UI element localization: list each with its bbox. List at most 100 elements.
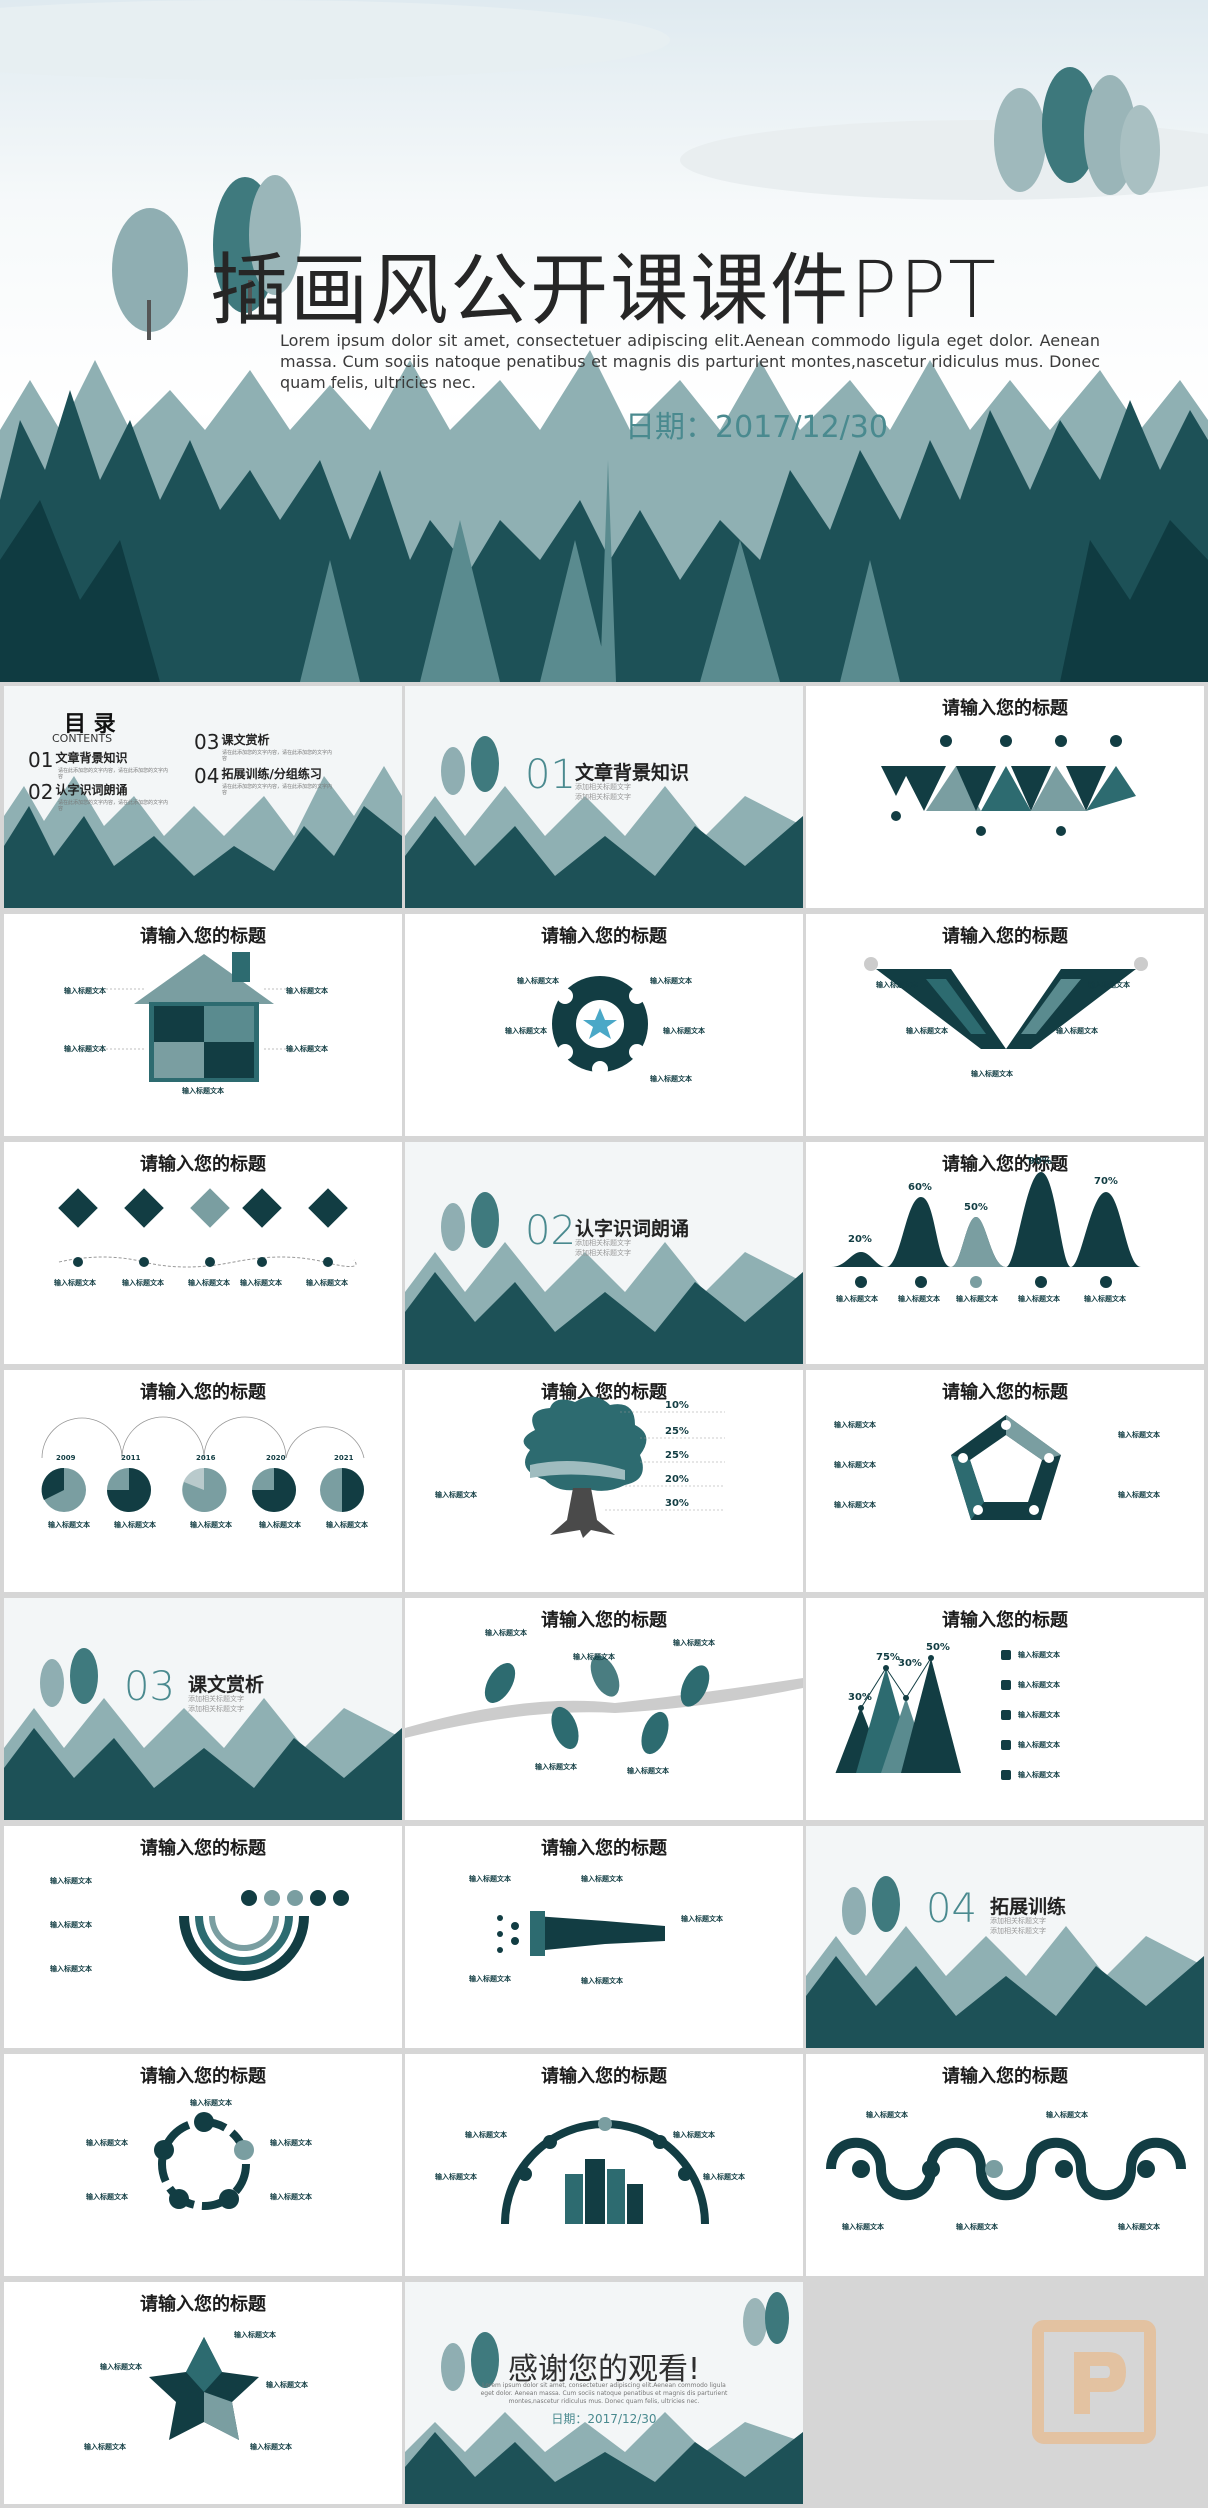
year-label: 2009 [56, 1454, 76, 1462]
label: 输入标题文本 [122, 1279, 164, 1287]
slide-thumb-house[interactable]: 请输入您的标题 输入标题文本 输入标题文本 输入标题文本 输入标题文本 输入标题… [4, 914, 402, 1136]
snake-timeline [826, 2137, 1186, 2201]
slide-thumb-gear[interactable]: 请输入您的标题 输入标题文本 输入标题文本 输入标题文本 输入标题文本 输入标题… [405, 914, 803, 1136]
slide-thumb-section-04[interactable]: 04 拓展训练 添加相关标题文字 添加相关标题文字 [806, 1826, 1204, 2048]
diamond-steps-diagram [58, 1188, 357, 1268]
forest-illustration [405, 2282, 803, 2504]
slide-thumb-mountains[interactable]: 请输入您的标题 30% 75% 30% 50% 输入标题文本 输入标题文本 输入… [806, 1598, 1204, 1820]
slide-thumb-snake[interactable]: 请输入您的标题 输入标题文本 输入标题文本 输入标题文本 输入标题文本 输入标题… [806, 2054, 1204, 2276]
label: 输入标题文本 [971, 1070, 1013, 1078]
label: 输入标题文本 [1018, 1771, 1060, 1779]
slide-thumb-diamonds[interactable]: 请输入您的标题 输入标题文本 输入标题文本 输入标题文本 输入标题文本 输入标题… [4, 1142, 402, 1364]
slide-title: 请输入您的标题 [942, 1382, 1068, 1403]
toc-item-04[interactable]: 04 拓展训练/分组练习 [194, 764, 322, 788]
slide-thumb-telescope[interactable]: 请输入您的标题 输入标题文本 输入标题文本 输入标题文本 输入标题文本 输入标题… [405, 1826, 803, 2048]
label: 输入标题文本 [842, 2223, 884, 2231]
year-label: 2011 [121, 1454, 141, 1462]
slide-thumb-pentagon[interactable]: 请输入您的标题 输入标题文本 输入标题文本 输入标题文本 输入标题文本 输入标题… [806, 1370, 1204, 1592]
tree-percent: 30% [665, 1498, 689, 1509]
slide-title: 请输入您的标题 [541, 1610, 667, 1631]
slide-title: 请输入您的标题 [942, 698, 1068, 719]
thanks-date: 日期：2017/12/30 [551, 2412, 657, 2426]
slide-thumb-section-03[interactable]: 03 课文赏析 添加相关标题文字 添加相关标题文字 [4, 1598, 402, 1820]
toc-item-03[interactable]: 03 课文赏析 [194, 730, 270, 754]
label: 输入标题文本 [469, 1975, 511, 1983]
forest-illustration [4, 686, 402, 908]
label: 输入标题文本 [1018, 1741, 1060, 1749]
label: 输入标题文本 [673, 2131, 715, 2139]
label: 输入标题文本 [50, 1921, 92, 1929]
label: 输入标题文本 [834, 1461, 876, 1469]
label: 输入标题文本 [1018, 1681, 1060, 1689]
slide-thumb-wave-chart[interactable]: 请输入您的标题 20% 60% 50% 90% 70% 输入标题文本 输入标题文… [806, 1142, 1204, 1364]
slide-thumb-thanks[interactable]: 感谢您的观看! Lorem ipsum dolor sit amet, cons… [405, 2282, 803, 2504]
label: 输入标题文本 [306, 1279, 348, 1287]
label: 输入标题文本 [266, 2381, 308, 2389]
wave-value: 70% [1094, 1176, 1118, 1187]
slide-title: 请输入您的标题 [942, 2066, 1068, 2087]
house-puzzle-diagram [74, 952, 324, 1082]
toc-desc: 请在此添加您的文字内容，请在此添加您的文字内容 [222, 750, 333, 762]
section-subtitle: 添加相关标题文字 [188, 1705, 244, 1713]
slide-thumb-toc[interactable]: 目 录 CONTENTS 01 文章背景知识 请在此添加您的文字内容，请在此添加您… [4, 686, 402, 908]
mountain-percent: 30% [898, 1658, 922, 1669]
slide-title: 请输入您的标题 [140, 926, 266, 947]
label: 输入标题文本 [54, 1279, 96, 1287]
v-shape-diagram [864, 957, 1148, 1049]
hero-date: 日期：2017/12/30 [625, 410, 888, 445]
star-cycle-diagram [552, 976, 648, 1077]
slide-thumb-arcs[interactable]: 请输入您的标题 输入标题文本 输入标题文本 输入标题文本 [4, 1826, 402, 2048]
slide-thumb-v-chart[interactable]: 请输入您的标题 输入标题文本 输入标题文本 输入标题文本 输入标题文本 输入标题… [806, 914, 1204, 1136]
label: 输入标题文本 [906, 1027, 948, 1035]
label: 输入标题文本 [581, 1875, 623, 1883]
slide-title: 请输入您的标题 [942, 1154, 1068, 1175]
toc-subtitle: CONTENTS [52, 732, 113, 745]
slide-thumb-triangles[interactable]: 请输入您的标题 [806, 686, 1204, 908]
slide-thumb-leaves[interactable]: 请输入您的标题 输入标题文本 输入标题文本 输入标题文本 输入标题文本 输入标题… [405, 1598, 803, 1820]
label: 输入标题文本 [673, 1639, 715, 1647]
label: 输入标题文本 [286, 987, 328, 995]
label: 输入标题文本 [114, 1521, 156, 1529]
wave-value: 60% [908, 1182, 932, 1193]
section-name: 认字识词朗诵 [575, 1218, 690, 1240]
section-subtitle: 添加相关标题文字 [575, 1249, 631, 1257]
label: 输入标题文本 [663, 1027, 705, 1035]
tree-percent: 25% [665, 1426, 689, 1437]
slide-thumb-city[interactable]: 请输入您的标题 输入标题文本 输入标题文本 输入标题文本 输入标题文本 [405, 2054, 803, 2276]
forest-illustration [405, 1142, 803, 1364]
section-name: 文章背景知识 [575, 762, 690, 784]
label: 输入标题文本 [581, 1977, 623, 1985]
slide-thumb-timeline-pies[interactable]: 请输入您的标题 2009 2011 2016 2020 2021 输入标题文本 … [4, 1370, 402, 1592]
slide-thumb-tree[interactable]: 请输入您的标题 输入标题文本 10% 25% 25% 20% 30% [405, 1370, 803, 1592]
label: 输入标题文本 [188, 1279, 230, 1287]
label: 输入标题文本 [240, 1279, 282, 1287]
label: 输入标题文本 [234, 2331, 276, 2339]
forest-illustration [806, 1826, 1204, 2048]
slide-thumb-section-01[interactable]: 01 文章背景知识 添加相关标题文字 添加相关标题文字 [405, 686, 803, 908]
mountain-percent: 50% [926, 1642, 950, 1653]
tree-diagram [523, 1396, 725, 1538]
slide-title: 请输入您的标题 [140, 2066, 266, 2087]
wave-value: 90% [1028, 1156, 1052, 1167]
thanks-subtitle: Lorem ipsum dolor sit amet, consectetuer… [480, 2382, 728, 2405]
toc-desc: 请在此添加您的文字内容，请在此添加您的文字内容 [58, 768, 169, 780]
label: 输入标题文本 [650, 1075, 692, 1083]
section-number: 01 [525, 752, 576, 798]
timeline-pies [41, 1416, 365, 1512]
label: 输入标题文本 [250, 2443, 292, 2451]
cycle-diagram [154, 2112, 254, 2210]
slide-thumb-section-02[interactable]: 02 认字识词朗诵 添加相关标题文字 添加相关标题文字 [405, 1142, 803, 1364]
label: 输入标题文本 [876, 981, 918, 989]
toc-item-02[interactable]: 02 认字识词朗诵 [28, 780, 128, 804]
label: 输入标题文本 [505, 1027, 547, 1035]
toc-item-01[interactable]: 01 文章背景知识 [28, 748, 128, 772]
slide-title: 请输入您的标题 [140, 2294, 266, 2315]
section-subtitle: 添加相关标题文字 [575, 783, 631, 791]
label: 输入标题文本 [86, 2139, 128, 2147]
hero-slide[interactable]: 插画风公开课课件PPT Lorem ipsum dolor sit amet, … [0, 0, 1208, 682]
label: 输入标题文本 [573, 1653, 615, 1661]
label: 输入标题文本 [270, 2139, 312, 2147]
slide-thumb-star[interactable]: 请输入您的标题 输入标题文本 输入标题文本 输入标题文本 输入标题文本 输入标题… [4, 2282, 402, 2504]
label: 输入标题文本 [64, 987, 106, 995]
slide-thumb-cycle[interactable]: 请输入您的标题 输入标题文本 输入标题文本 输入标题文本 输入标题文本 输入标题… [4, 2054, 402, 2276]
